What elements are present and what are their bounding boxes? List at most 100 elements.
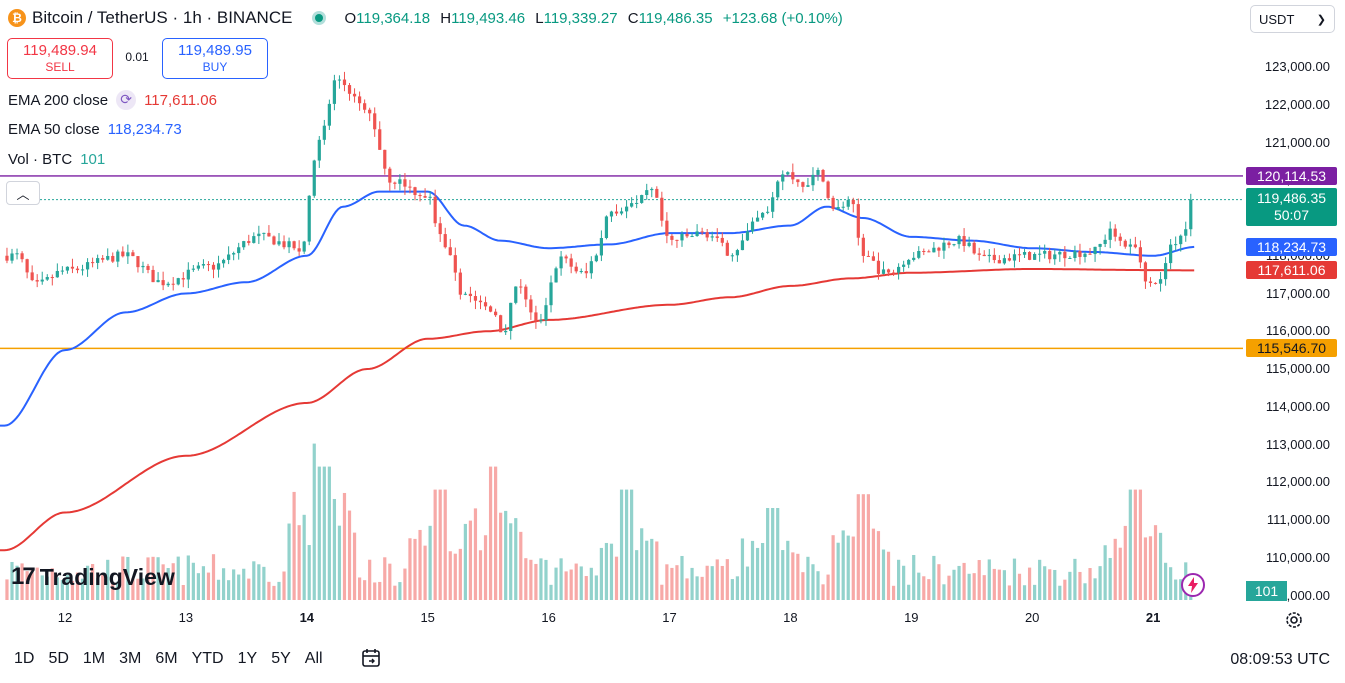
- candle-body[interactable]: [922, 250, 926, 252]
- candle-body[interactable]: [1184, 229, 1188, 236]
- candle-body[interactable]: [624, 206, 629, 212]
- candle-body[interactable]: [1048, 250, 1052, 260]
- candle-body[interactable]: [524, 286, 528, 300]
- candle-body[interactable]: [846, 199, 850, 207]
- ema200-line[interactable]: [0, 268, 1195, 552]
- candle-body[interactable]: [347, 85, 352, 94]
- candle-body[interactable]: [750, 221, 755, 232]
- candle-body[interactable]: [312, 160, 316, 196]
- range-all[interactable]: All: [304, 650, 323, 667]
- candle-body[interactable]: [121, 251, 125, 257]
- candle-body[interactable]: [881, 269, 886, 274]
- candle-body[interactable]: [1189, 199, 1193, 230]
- candle-body[interactable]: [771, 197, 775, 212]
- candle-body[interactable]: [357, 96, 362, 104]
- candle-body[interactable]: [811, 174, 815, 186]
- range-1y[interactable]: 1Y: [237, 650, 258, 667]
- candle-body[interactable]: [383, 149, 387, 169]
- candle-body[interactable]: [196, 265, 200, 269]
- candle-body[interactable]: [1113, 228, 1117, 237]
- candle-body[interactable]: [151, 269, 155, 283]
- utc-clock[interactable]: 08:09:53 UTC: [1230, 651, 1330, 668]
- candle-body[interactable]: [655, 188, 659, 198]
- candle-body[interactable]: [509, 302, 513, 331]
- candle-body[interactable]: [252, 236, 256, 243]
- candle-body[interactable]: [836, 207, 840, 209]
- range-1d[interactable]: 1D: [14, 650, 35, 667]
- candle-body[interactable]: [307, 195, 311, 242]
- range-1m[interactable]: 1M: [82, 650, 106, 667]
- candle-body[interactable]: [1143, 262, 1148, 282]
- candle-body[interactable]: [1138, 247, 1143, 263]
- candle-body[interactable]: [262, 232, 266, 234]
- candle-body[interactable]: [393, 182, 397, 184]
- candle-body[interactable]: [897, 266, 901, 273]
- candle-body[interactable]: [1103, 239, 1107, 245]
- candle-body[interactable]: [35, 280, 39, 282]
- candle-body[interactable]: [141, 265, 145, 268]
- candle-body[interactable]: [499, 315, 503, 333]
- candle-body[interactable]: [191, 268, 195, 270]
- candle-body[interactable]: [106, 255, 110, 260]
- candle-body[interactable]: [176, 278, 180, 285]
- candle-body[interactable]: [206, 264, 211, 266]
- candle-body[interactable]: [1033, 254, 1037, 260]
- candle-body[interactable]: [55, 271, 59, 278]
- candle-body[interactable]: [831, 197, 835, 209]
- candle-body[interactable]: [589, 261, 593, 274]
- candle-body[interactable]: [1068, 257, 1072, 259]
- candle-body[interactable]: [564, 256, 568, 259]
- ema50-line[interactable]: [0, 190, 1195, 427]
- candle-body[interactable]: [907, 259, 911, 265]
- candle-body[interactable]: [20, 253, 24, 260]
- candle-body[interactable]: [1012, 254, 1017, 261]
- candle-body[interactable]: [1174, 244, 1178, 246]
- candle-body[interactable]: [368, 109, 372, 114]
- candle-body[interactable]: [171, 283, 175, 285]
- candle-body[interactable]: [161, 280, 165, 286]
- candle-body[interactable]: [917, 250, 921, 258]
- candle-body[interactable]: [91, 262, 95, 264]
- candle-body[interactable]: [650, 188, 654, 191]
- candle-body[interactable]: [1038, 253, 1042, 255]
- candle-body[interactable]: [267, 232, 271, 237]
- candle-body[interactable]: [403, 179, 407, 187]
- candle-body[interactable]: [1128, 244, 1132, 247]
- candle-body[interactable]: [640, 195, 644, 203]
- candle-body[interactable]: [413, 187, 417, 196]
- sell-button[interactable]: 119,489.94 SELL: [7, 38, 113, 79]
- candle-body[interactable]: [443, 234, 447, 248]
- candle-body[interactable]: [1058, 251, 1062, 255]
- candle-body[interactable]: [277, 241, 281, 245]
- candle-body[interactable]: [781, 174, 785, 182]
- candle-body[interactable]: [715, 236, 719, 238]
- candle-body[interactable]: [796, 179, 800, 183]
- candle-body[interactable]: [10, 253, 14, 261]
- candle-body[interactable]: [1148, 281, 1153, 283]
- candle-body[interactable]: [201, 264, 206, 266]
- candle-body[interactable]: [468, 293, 473, 297]
- ema200-legend[interactable]: EMA 200 close ⟳ 117,611.06: [8, 90, 217, 110]
- candle-body[interactable]: [85, 262, 90, 270]
- candle-body[interactable]: [60, 270, 64, 272]
- range-ytd[interactable]: YTD: [191, 650, 224, 667]
- candle-body[interactable]: [690, 236, 694, 238]
- candle-body[interactable]: [453, 255, 457, 273]
- candle-body[interactable]: [257, 233, 261, 237]
- candle-body[interactable]: [216, 263, 221, 270]
- candle-body[interactable]: [579, 271, 583, 273]
- candle-body[interactable]: [232, 253, 236, 255]
- candle-body[interactable]: [967, 242, 971, 246]
- tradingview-logo[interactable]: 17 TradingView: [11, 563, 175, 591]
- candle-body[interactable]: [80, 269, 85, 271]
- candle-body[interactable]: [146, 265, 150, 270]
- candle-body[interactable]: [942, 242, 946, 251]
- candle-body[interactable]: [1043, 250, 1047, 254]
- candle-body[interactable]: [1169, 244, 1173, 264]
- candle-body[interactable]: [494, 311, 498, 316]
- candle-body[interactable]: [695, 231, 699, 237]
- candle-body[interactable]: [1053, 254, 1057, 260]
- candle-body[interactable]: [272, 236, 276, 245]
- candle-body[interactable]: [292, 241, 296, 249]
- candle-body[interactable]: [1002, 258, 1006, 264]
